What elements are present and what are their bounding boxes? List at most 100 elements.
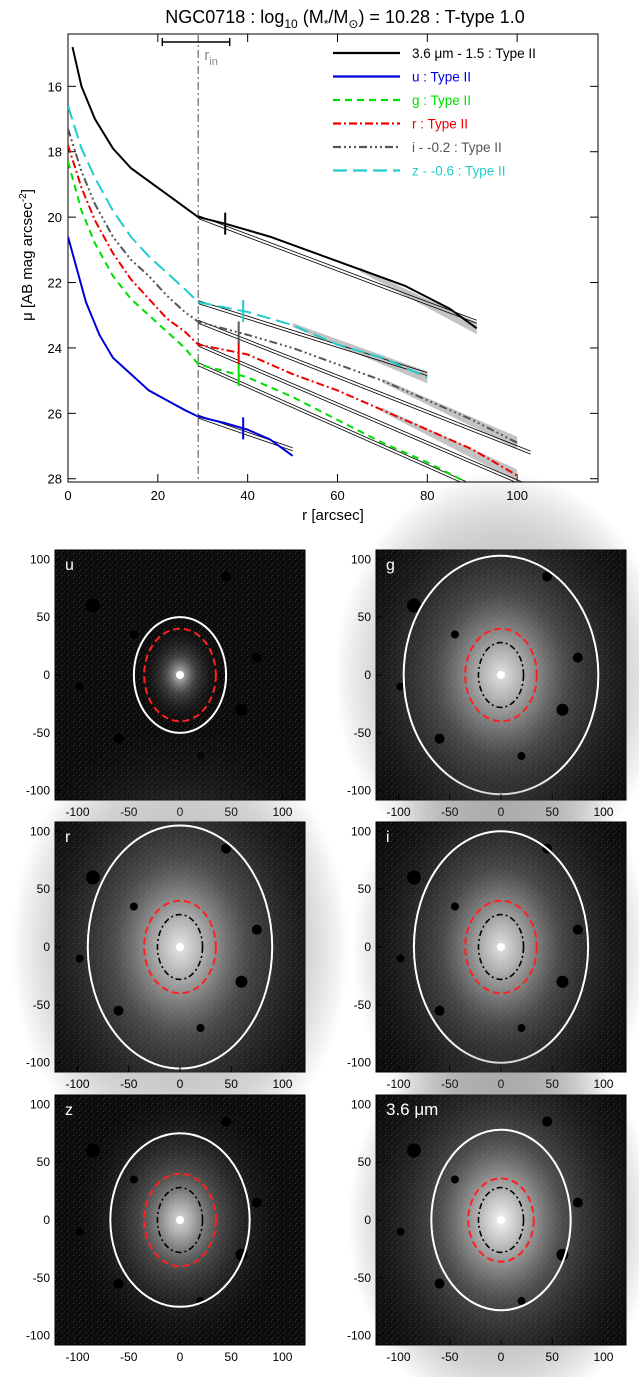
image-panels: u -100 -50 0 50 100 100 50 0 -50 -100 g -100 -50 0 50 10… xyxy=(10,471,639,1382)
series-fit-line xyxy=(198,345,517,482)
y-tick-label: 24 xyxy=(48,341,62,356)
x-tick-label: 0 xyxy=(177,1350,184,1364)
y-tick-label: 0 xyxy=(43,940,50,954)
masked-source xyxy=(113,1278,124,1289)
galaxy-core xyxy=(176,671,184,679)
inner-ellipse xyxy=(477,913,525,981)
y-tick-label: 100 xyxy=(30,552,50,566)
series-fit-line xyxy=(198,342,524,482)
series-line-1 xyxy=(68,236,294,457)
masked-source xyxy=(251,652,262,663)
masked-source xyxy=(221,843,232,854)
break-ellipse xyxy=(143,899,217,995)
y-tick-label: 50 xyxy=(37,610,51,624)
masked-source xyxy=(450,902,459,911)
x-tick-label: 20 xyxy=(151,488,165,503)
panel-label: r xyxy=(65,829,71,846)
y-tick-label: -50 xyxy=(354,726,372,740)
x-tick-label: 50 xyxy=(225,1077,239,1091)
masked-source xyxy=(396,954,405,963)
panel-label: g xyxy=(386,557,395,574)
galaxy-core xyxy=(497,1216,505,1224)
profile-plot: 02040608010016182022242628rin3.6 μm - 1.… xyxy=(48,33,599,503)
masked-source xyxy=(113,1005,124,1016)
masked-source xyxy=(85,870,100,885)
y-tick-label: 28 xyxy=(48,472,62,487)
panel-label: i xyxy=(386,829,390,846)
x-tick-label: -50 xyxy=(441,1350,459,1364)
legend-label: r : Type II xyxy=(412,117,468,132)
inner-ellipse xyxy=(477,1186,525,1254)
masked-source xyxy=(572,1197,583,1208)
masked-source xyxy=(434,1005,445,1016)
break-ellipse xyxy=(464,627,538,723)
masked-source xyxy=(85,1143,100,1158)
y-axis-label: μ [AB mag arcsec-2] xyxy=(18,189,36,321)
y-tick-label: 16 xyxy=(48,79,62,94)
x-axis-label: r [arcsec] xyxy=(302,507,364,524)
y-tick-label: -100 xyxy=(26,1056,50,1070)
x-tick-label: -100 xyxy=(66,1350,90,1364)
y-tick-label: -100 xyxy=(26,784,50,798)
profile-title: NGC0718 : log10 (M*/M⊙) = 10.28 : T-type… xyxy=(165,7,524,31)
outer-ellipse xyxy=(109,1132,251,1308)
masked-source xyxy=(406,598,421,613)
x-tick-label: 50 xyxy=(546,1350,560,1364)
y-tick-label: -100 xyxy=(347,1056,371,1070)
y-tick-label: 100 xyxy=(30,824,50,838)
x-tick-label: 0 xyxy=(64,488,71,503)
masked-source xyxy=(542,571,553,582)
galaxy-glow xyxy=(347,1021,639,1382)
inner-ellipse xyxy=(156,1186,204,1254)
x-tick-label: 100 xyxy=(593,1350,613,1364)
series-fit-line xyxy=(198,218,477,324)
x-tick-label: 0 xyxy=(177,1077,184,1091)
legend-label: u : Type II xyxy=(412,70,471,85)
masked-source xyxy=(129,630,138,639)
y-tick-label: 20 xyxy=(48,210,62,225)
masked-source xyxy=(251,1197,262,1208)
series-line-3 xyxy=(68,144,518,477)
profile-series-group xyxy=(68,46,531,482)
y-tick-label: -50 xyxy=(354,1271,372,1285)
panel-label: u xyxy=(65,557,74,574)
image-panel-5: 3.6 μm -100 -50 0 50 100 100 50 0 -50 -100 xyxy=(347,1021,639,1382)
y-tick-label: 26 xyxy=(48,406,62,421)
image-panel-2: r -100 -50 0 50 100 100 50 0 -50 -100 xyxy=(10,724,350,1170)
x-tick-label: 50 xyxy=(225,1350,239,1364)
y-tick-label: -100 xyxy=(347,1329,371,1343)
galaxy-core xyxy=(497,671,505,679)
series-line-2 xyxy=(68,161,469,482)
y-tick-label: 0 xyxy=(43,668,50,682)
masked-source xyxy=(251,924,262,935)
masked-source xyxy=(450,630,459,639)
masked-source xyxy=(75,1227,84,1236)
y-tick-label: -50 xyxy=(33,1271,51,1285)
masked-source xyxy=(396,682,405,691)
galaxy-core xyxy=(176,1216,184,1224)
series-fit-line xyxy=(198,319,531,452)
legend-label: g : Type II xyxy=(412,93,471,108)
masked-source xyxy=(572,652,583,663)
masked-source xyxy=(196,1024,205,1033)
break-ellipse xyxy=(143,627,217,723)
y-tick-label: 50 xyxy=(37,882,51,896)
x-tick-label: -100 xyxy=(66,1077,90,1091)
panel-label: 3.6 μm xyxy=(386,1100,438,1119)
masked-source xyxy=(129,902,138,911)
inner-ellipse xyxy=(156,913,204,981)
x-tick-label: -100 xyxy=(387,1350,411,1364)
y-tick-label: 50 xyxy=(358,882,372,896)
y-tick-label: 18 xyxy=(48,145,62,160)
break-ellipse xyxy=(467,1177,535,1263)
y-tick-label: 0 xyxy=(43,1213,50,1227)
y-tick-label: 0 xyxy=(364,668,371,682)
masked-source xyxy=(572,924,583,935)
masked-source xyxy=(235,703,248,716)
y-tick-label: 100 xyxy=(351,1097,371,1111)
image-panel-4: z -100 -50 0 50 100 100 50 0 -50 -100 xyxy=(26,1092,306,1364)
masked-source xyxy=(406,870,421,885)
series-fit-line xyxy=(198,322,531,455)
